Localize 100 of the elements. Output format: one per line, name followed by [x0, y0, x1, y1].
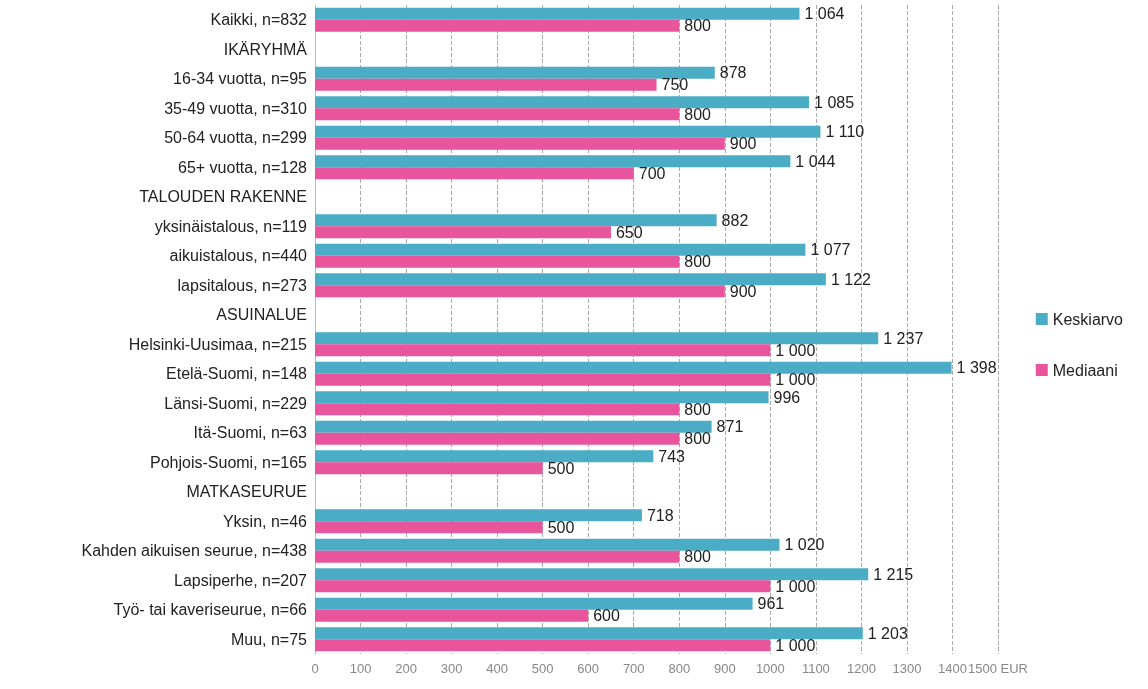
data-label: 700: [638, 164, 666, 182]
y-tick-label: Länsi-Suomi, n=229: [164, 394, 308, 412]
bar: [315, 125, 821, 138]
bar: [315, 580, 771, 593]
data-label: 1 000: [775, 636, 816, 654]
x-tick-label: 600: [577, 661, 600, 676]
bar: [315, 108, 680, 121]
data-label: 871: [716, 418, 744, 436]
bar: [315, 96, 810, 109]
data-label: 1 122: [830, 270, 872, 288]
x-tick-label: 800: [668, 661, 691, 676]
x-tick-label: 900: [713, 661, 736, 676]
data-label: 600: [593, 607, 620, 625]
data-label: 1 000: [775, 341, 816, 359]
bar: [315, 462, 543, 475]
bar: [315, 167, 634, 180]
data-label: 500: [547, 518, 575, 536]
data-label: 1 203: [867, 624, 908, 642]
bar: [315, 137, 725, 150]
data-label: 1 237: [883, 329, 924, 347]
bar: [315, 255, 680, 268]
data-label: 800: [684, 105, 712, 123]
y-tick-label: lapsitalous, n=273: [177, 276, 308, 294]
bar: [315, 432, 680, 445]
x-tick-label: 1200: [846, 661, 876, 676]
x-tick-label: 700: [622, 661, 645, 676]
x-tick-label: 1300: [892, 661, 922, 676]
bar: [315, 66, 715, 79]
bar: [315, 521, 543, 534]
y-tick-label: aikuistalous, n=440: [169, 247, 308, 265]
y-tick-label: Yksin, n=46: [222, 512, 308, 530]
y-tick-label: 35-49 vuotta, n=310: [164, 99, 308, 117]
data-label: 1 000: [775, 371, 816, 389]
y-tick-label: TALOUDEN RAKENNE: [139, 188, 307, 206]
y-tick-label: Työ- tai kaveriseurue, n=66: [113, 601, 308, 619]
data-label: 1 215: [873, 565, 914, 583]
y-tick-label: 16-34 vuotta, n=95: [173, 70, 308, 88]
data-label: 500: [547, 459, 575, 477]
y-tick-label: Lapsiperhe, n=207: [174, 571, 308, 589]
bar: [315, 639, 771, 652]
bar: [315, 361, 952, 374]
data-label: 718: [646, 506, 674, 524]
bar: [315, 332, 879, 345]
bar: [315, 273, 826, 286]
bar: [315, 538, 780, 551]
data-label: 800: [684, 17, 712, 35]
bar: [315, 609, 589, 622]
data-label: 800: [684, 548, 712, 566]
y-tick-label: 50-64 vuotta, n=299: [164, 129, 308, 147]
x-tick-label: 1100: [801, 661, 830, 676]
data-label: 1 044: [795, 152, 836, 170]
y-tick-label: IKÄRYHMÄ: [223, 40, 308, 58]
x-tick-label: 1000: [755, 661, 785, 676]
y-tick-label: Itä-Suomi, n=63: [193, 424, 308, 442]
y-tick-label: Etelä-Suomi, n=148: [166, 365, 308, 383]
bar: [315, 373, 771, 386]
data-label: 1 000: [775, 577, 816, 595]
legend-label: Keskiarvo: [1052, 310, 1124, 328]
x-tick-label: 300: [440, 661, 463, 676]
bar: [315, 391, 769, 404]
bar: [315, 155, 791, 168]
x-tick-label: 400: [486, 661, 508, 676]
data-label: 800: [684, 253, 712, 271]
y-tick-label: Muu, n=75: [230, 630, 308, 648]
bar: [315, 226, 611, 239]
data-label: 878: [719, 64, 747, 82]
y-tick-label: Pohjois-Suomi, n=165: [150, 453, 308, 471]
bar: [315, 597, 753, 610]
legend-label: Mediaani: [1052, 361, 1118, 379]
y-tick-label: 65+ vuotta, n=128: [178, 158, 308, 176]
bar: [315, 627, 863, 640]
y-tick-label: yksinäistalous, n=119: [154, 217, 308, 235]
bar: [315, 7, 800, 20]
bar: [315, 568, 869, 581]
x-tick-label: 0: [311, 661, 319, 676]
bar: [315, 420, 712, 433]
data-label: 882: [721, 211, 749, 229]
bar: [315, 550, 680, 563]
data-label: 1 085: [814, 93, 855, 111]
data-label: 800: [684, 430, 712, 448]
y-tick-label: Helsinki-Uusimaa, n=215: [128, 335, 308, 353]
bar: [315, 509, 642, 522]
x-tick-label: 500: [531, 661, 554, 676]
bar: [315, 243, 806, 256]
data-label: 961: [757, 595, 785, 613]
x-tick-label: 100: [349, 661, 372, 676]
x-tick-label: 1500 EUR: [968, 661, 1028, 676]
data-label: 1 064: [804, 5, 845, 23]
data-label: 743: [658, 447, 686, 465]
bar: [315, 450, 654, 463]
data-label: 750: [661, 76, 689, 94]
data-label: 1 077: [810, 241, 851, 259]
data-label: 1 020: [784, 536, 825, 554]
x-tick-label: 200: [395, 661, 417, 676]
y-tick-label: Kahden aikuisen seurue, n=438: [81, 542, 308, 560]
data-label: 900: [729, 282, 757, 300]
y-tick-label: Kaikki, n=832: [210, 11, 308, 29]
data-label: 900: [729, 135, 757, 153]
data-label: 1 110: [825, 123, 865, 141]
y-tick-label: ASUINALUE: [216, 306, 307, 324]
